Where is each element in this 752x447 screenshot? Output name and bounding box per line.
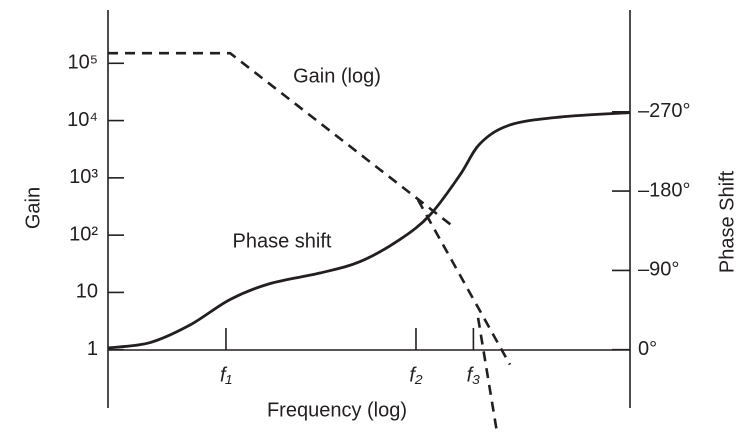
y-axis-label: Gain [22,187,44,229]
y2-axis-label: Phase Shift [716,170,738,273]
y2-tick-label: –270° [638,100,691,122]
series-label: Phase shift [233,230,332,252]
x-tick-label: f₃ [467,364,481,386]
x-axis-label: Frequency (log) [267,399,407,421]
y2-tick-label: –180° [638,179,691,201]
y-tick-label: 10⁵ [67,52,98,74]
y-tick-label: 10² [69,223,98,245]
y-tick-label: 10 [76,281,98,303]
y2-tick-label: 0° [638,338,657,360]
x-tick-label: f₁ [220,364,232,386]
series-line [107,111,631,350]
series-label: Gain (log) [293,65,381,87]
y-tick-label: 1 [87,338,98,360]
series-line [108,51,512,432]
x-tick-label: f₂ [409,364,423,386]
y-tick-label: 10³ [69,166,98,188]
y2-tick-label: –90° [638,259,679,281]
y-tick-label: 10⁴ [67,109,98,131]
